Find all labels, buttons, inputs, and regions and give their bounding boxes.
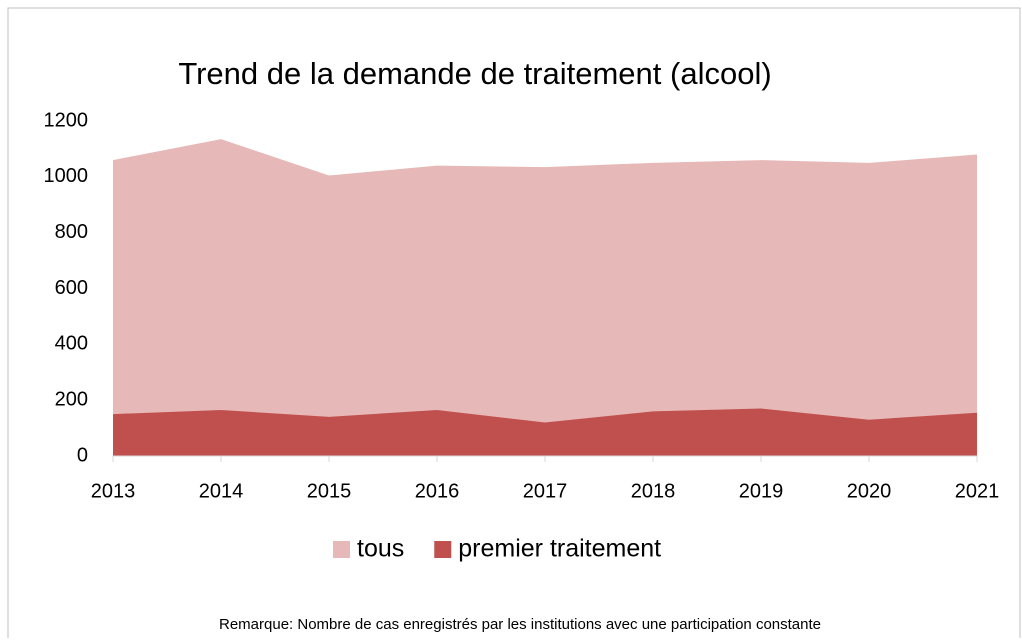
x-tick-label: 2020 [847,480,892,502]
legend-swatch [434,541,452,558]
note: Remarque: Nombre de cas enregistrés par … [219,616,821,633]
y-tick-label: 600 [55,277,88,299]
x-tick-label: 2014 [199,480,244,502]
x-tick-label: 2021 [955,480,1000,502]
y-tick-label: 800 [55,221,88,243]
y-tick-label: 0 [77,444,88,466]
x-tick-label: 2016 [415,480,460,502]
area [113,139,977,457]
y-tick-label: 400 [55,333,88,355]
legend-label: tous [357,535,404,563]
legend-label: premier traitement [458,535,661,563]
area [113,408,977,456]
x-tick-label: 2017 [523,480,568,502]
y-tick-label: 200 [55,388,88,410]
x-tick-label: 2015 [307,480,352,502]
y-tick-label: 1000 [44,165,89,187]
x-tick-label: 2018 [631,480,676,502]
legend-swatch [333,541,350,558]
x-tick-label: 2019 [739,480,784,502]
chart-title: Trend de la demande de traitement (alcoo… [178,56,771,91]
x-tick-label: 2013 [91,480,136,502]
y-tick-label: 1200 [44,109,89,131]
